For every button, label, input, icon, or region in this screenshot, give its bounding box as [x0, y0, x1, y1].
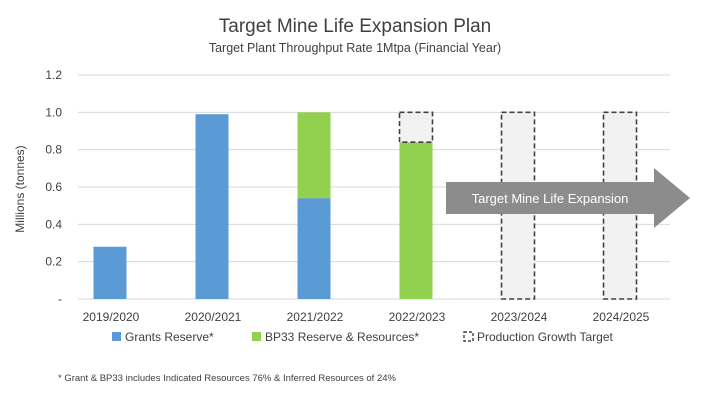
- y-tick-label: 1.0: [45, 105, 62, 119]
- x-tick-label: 2024/2025: [593, 310, 650, 324]
- y-tick-label: 0.6: [45, 180, 62, 194]
- chart-subtitle: Target Plant Throughput Rate 1Mtpa (Fina…: [209, 41, 501, 55]
- legend: Grants Reserve* BP33 Reserve & Resources*…: [112, 330, 614, 344]
- y-tick-label: 0.8: [45, 143, 62, 157]
- x-tick-label: 2021/2022: [287, 310, 344, 324]
- x-tick-label: 2020/2021: [185, 310, 242, 324]
- bar-grants-reserve: [297, 198, 331, 299]
- bar-bp33-reserve: [399, 142, 433, 299]
- expansion-arrow: [446, 168, 690, 228]
- grid-layer: - 0.2 0.4 0.6 0.8 1.0 1.2: [45, 68, 670, 306]
- bar-grants-reserve: [195, 114, 229, 299]
- legend-label: Production Growth Target: [477, 330, 614, 344]
- bar-bp33-reserve: [297, 112, 331, 199]
- x-tick-label: 2023/2024: [491, 310, 548, 324]
- chart-title: Target Mine Life Expansion Plan: [219, 16, 492, 37]
- legend-swatch-production-growth-target: [463, 331, 474, 342]
- legend-swatch-grants-reserve: [112, 332, 121, 341]
- footnote: * Grant & BP33 includes Indicated Resour…: [58, 373, 397, 384]
- bar-grants-reserve: [93, 246, 127, 299]
- y-tick-label: 0.4: [45, 217, 62, 231]
- legend-label: BP33 Reserve & Resources*: [265, 330, 419, 344]
- legend-swatch-bp33-reserve: [252, 332, 261, 341]
- y-tick-label: 1.2: [45, 68, 62, 82]
- x-tick-layer: 2019/2020 2020/2021 2021/2022 2022/2023 2023…: [83, 310, 650, 324]
- x-tick-label: 2019/2020: [83, 310, 140, 324]
- y-axis-label: Millions (tonnes): [13, 145, 27, 232]
- bar-production-growth-target: [398, 111, 434, 144]
- y-tick-label: 0.2: [45, 255, 62, 269]
- x-tick-label: 2022/2023: [389, 310, 446, 324]
- expansion-arrow-label: Target Mine Life Expansion: [472, 191, 629, 206]
- arrow-layer: Target Mine Life Expansion: [446, 168, 690, 228]
- y-tick-label: -: [58, 292, 62, 306]
- legend-label: Grants Reserve*: [125, 330, 214, 344]
